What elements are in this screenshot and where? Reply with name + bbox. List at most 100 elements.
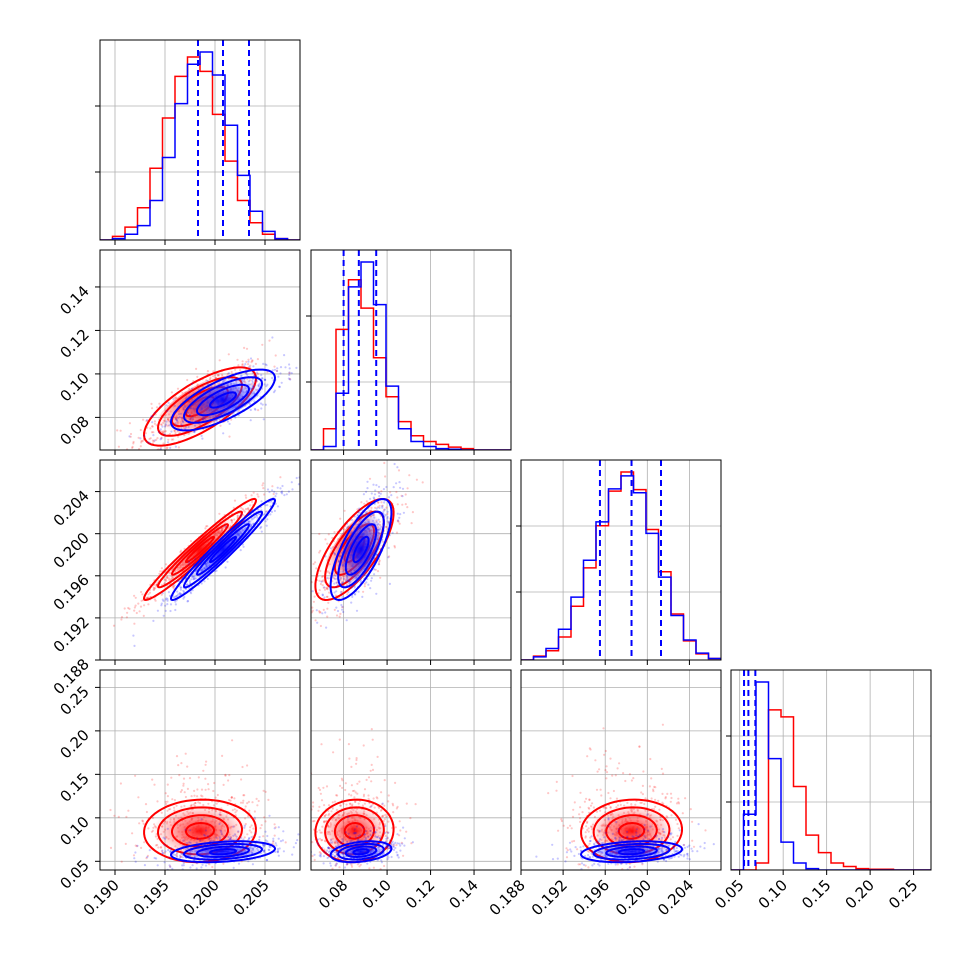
- scatter-point: [174, 603, 177, 606]
- scatter-point: [324, 851, 328, 854]
- scatter-point: [312, 345, 314, 347]
- scatter-point: [405, 802, 408, 805]
- scatter-point: [260, 525, 263, 528]
- scatter-point: [146, 854, 149, 857]
- scatter-point: [139, 428, 142, 432]
- panel-2-2: [516, 459, 722, 665]
- scatter-point: [278, 385, 281, 388]
- scatter-point: [145, 420, 148, 423]
- scatter-point: [256, 493, 259, 496]
- scatter-point: [360, 501, 363, 504]
- scatter-point: [131, 446, 134, 449]
- scatter-point: [373, 493, 377, 496]
- scatter-point: [248, 829, 251, 832]
- scatter-point: [129, 432, 133, 436]
- scatter-point: [190, 795, 193, 798]
- scatter-point: [399, 829, 402, 832]
- scatter-point: [285, 493, 288, 496]
- scatter-point: [390, 843, 393, 846]
- scatter-point: [330, 810, 333, 813]
- scatter-point: [314, 619, 317, 622]
- scatter-point: [174, 445, 177, 448]
- scatter-point: [398, 481, 401, 484]
- panel-plot-area: [311, 250, 511, 450]
- scatter-point: [247, 800, 250, 803]
- scatter-point: [349, 874, 351, 876]
- scatter-point: [162, 614, 165, 617]
- scatter-point: [290, 481, 293, 484]
- scatter-point: [226, 420, 229, 423]
- scatter-point: [174, 595, 177, 598]
- scatter-point: [164, 837, 167, 840]
- scatter-point: [350, 518, 353, 521]
- scatter-point: [351, 595, 354, 598]
- scatter-point: [364, 838, 368, 841]
- scatter-point: [335, 794, 338, 797]
- scatter-point: [337, 844, 340, 847]
- scatter-point: [137, 602, 140, 605]
- scatter-point: [415, 478, 418, 481]
- scatter-point: [145, 810, 148, 814]
- scatter-point: [353, 515, 356, 518]
- scatter-point: [276, 850, 279, 853]
- scatter-point: [333, 531, 336, 534]
- scatter-point: [247, 363, 250, 366]
- scatter-point: [305, 562, 307, 564]
- scatter-point: [397, 469, 401, 472]
- scatter-point: [249, 419, 252, 422]
- scatter-point: [279, 840, 283, 843]
- scatter-point: [301, 605, 303, 607]
- scatter-point: [322, 608, 325, 611]
- scatter-point: [402, 854, 405, 857]
- scatter-point: [183, 404, 186, 407]
- scatter-point: [263, 816, 266, 819]
- scatter-point: [258, 835, 261, 839]
- scatter-point: [144, 432, 147, 435]
- scatter-point: [284, 366, 287, 369]
- scatter-point: [232, 866, 235, 869]
- scatter-point: [368, 867, 371, 870]
- scatter-point: [206, 380, 209, 383]
- scatter-point: [401, 503, 404, 506]
- panel-1-1: [306, 249, 512, 455]
- scatter-point: [176, 580, 179, 583]
- scatter-point: [210, 385, 213, 388]
- scatter-point: [325, 626, 328, 629]
- scatter-point: [322, 862, 325, 865]
- scatter-point: [165, 404, 168, 407]
- scatter-point: [212, 421, 216, 424]
- scatter-point: [264, 504, 267, 507]
- scatter-point: [201, 795, 204, 798]
- scatter-point: [260, 824, 263, 827]
- y-tick-label: 0.10: [56, 369, 92, 405]
- scatter-point: [287, 377, 290, 380]
- scatter-point: [318, 851, 321, 854]
- panel-frame: [99, 39, 301, 241]
- scatter-point: [384, 824, 387, 828]
- scatter-point: [392, 804, 395, 807]
- scatter-point: [245, 496, 248, 499]
- scatter-point: [189, 829, 192, 832]
- scatter-point: [281, 490, 284, 493]
- scatter-point: [329, 547, 332, 550]
- scatter-point: [161, 592, 164, 595]
- scatter-point: [291, 488, 294, 491]
- scatter-point: [206, 525, 209, 528]
- scatter-point: [265, 524, 268, 527]
- scatter-point: [151, 407, 154, 410]
- scatter-point: [394, 781, 397, 784]
- scatter-point: [333, 608, 336, 611]
- scatter-point: [288, 849, 290, 851]
- scatter-point: [333, 800, 337, 803]
- scatter-point: [344, 788, 347, 792]
- contour-blue: [169, 368, 277, 432]
- scatter-point: [380, 490, 383, 493]
- scatter-point: [258, 838, 261, 841]
- scatter-point: [354, 791, 357, 794]
- scatter-point: [164, 604, 167, 607]
- scatter-point: [322, 786, 325, 789]
- scatter-point: [274, 354, 277, 357]
- scatter-point: [198, 802, 202, 805]
- scatter-point: [150, 830, 153, 833]
